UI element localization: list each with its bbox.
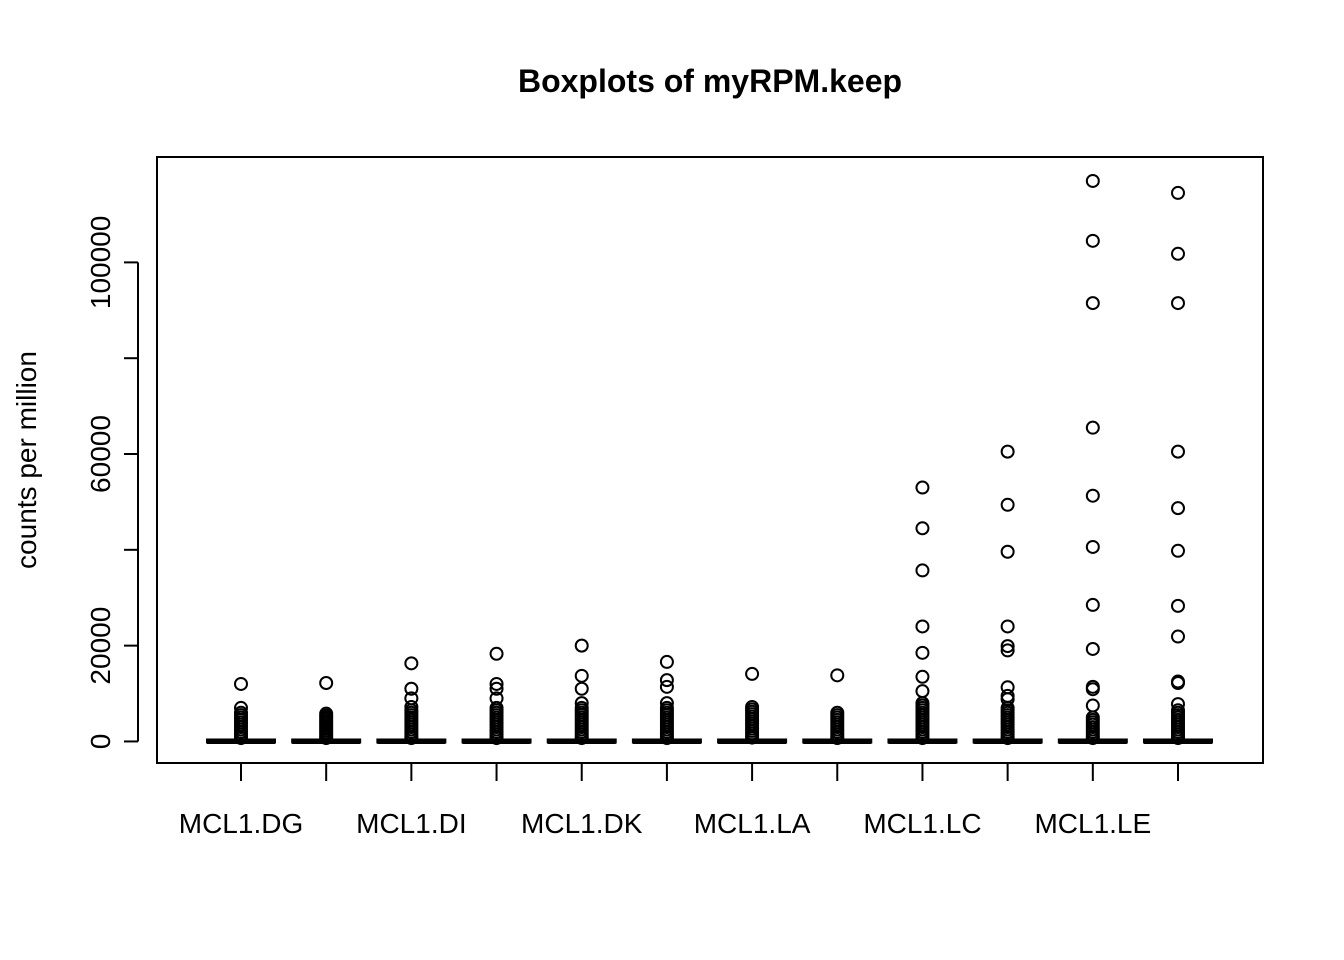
box-group [206,676,276,746]
box-group [717,666,788,745]
outlier-point [1085,731,1100,746]
outlier-point [1171,731,1185,746]
outlier-point [1171,675,1185,690]
outlier-point [1171,598,1185,613]
y-tick-label: 60000 [85,415,116,493]
box-group [461,646,532,746]
outlier-point [1000,497,1015,512]
outlier-point [1000,444,1015,459]
outlier-point [404,731,419,746]
outlier-point [1085,539,1100,554]
outlier-point [1000,619,1015,634]
outlier-point [1085,488,1100,503]
outlier-point [1171,501,1185,516]
x-tick-label: MCL1.LE [1034,808,1151,839]
box-group [1057,173,1128,746]
y-axis: 0 20000 60000 100000 [85,216,139,750]
outlier-point [1085,698,1100,713]
outlier-point [404,656,419,671]
outlier-point [915,563,930,578]
outlier-point [1000,731,1015,746]
outlier-point [489,681,504,696]
box-group [631,654,702,746]
outlier-point [1171,296,1185,311]
outlier-point [915,480,930,495]
outlier-point [1171,185,1185,200]
outlier-point [1085,173,1100,188]
y-tick-label: 0 [85,734,116,750]
outlier-point [745,730,760,745]
outlier-point [1000,544,1015,559]
outlier-point [659,679,674,694]
outlier-point [234,731,248,746]
outlier-point [659,654,674,669]
box-group [972,444,1043,746]
outlier-point [659,731,674,746]
outlier-point [830,731,845,746]
x-tick-label: MCL1.DG [179,808,303,839]
outlier-point [659,673,674,688]
x-tick-label: MCL1.DI [356,808,466,839]
y-tick-label: 100000 [85,216,116,309]
outlier-point [1000,639,1015,654]
outlier-point [1171,629,1185,644]
outlier-point [489,646,504,661]
x-axis: MCL1.DG MCL1.DI MCL1.DK MCL1.LA MCL1.LC MCL1.… [179,763,1179,839]
x-tick-label: MCL1.LA [694,808,811,839]
outlier-point [574,731,589,746]
outlier-point [319,731,334,746]
outlier-point [915,731,930,746]
chart-title: Boxplots of myRPM.keep [518,63,902,99]
outlier-point [915,619,930,634]
outlier-point [574,668,589,683]
outlier-point [915,669,930,684]
outlier-point [745,666,760,681]
outlier-point [915,521,930,536]
outlier-point [1085,641,1100,656]
box-group [376,656,447,746]
y-axis-label: counts per million [11,351,42,569]
outlier-point [574,638,589,653]
box-group [1143,185,1213,746]
outlier-point [915,684,930,699]
y-tick-label: 20000 [85,607,116,685]
outlier-point [830,668,845,683]
outlier-point [489,676,504,691]
outlier-point [1171,246,1185,261]
outlier-point [1085,420,1100,435]
x-tick-label: MCL1.DK [521,808,643,839]
box-group [546,638,617,746]
boxes [206,173,1213,746]
outlier-point [1085,296,1100,311]
box-group [887,480,958,746]
x-tick-label: MCL1.LC [863,808,981,839]
outlier-point [489,731,504,746]
outlier-point [234,676,248,691]
box-group [802,668,873,746]
outlier-point [915,645,930,660]
outlier-point [319,675,334,690]
plot-frame [156,156,1264,764]
outlier-point [1000,643,1015,658]
outlier-point [574,681,589,696]
outlier-point [1085,597,1100,612]
outlier-point [1171,543,1185,558]
outlier-point [1085,682,1100,697]
box-group [291,675,362,746]
outlier-point [1085,233,1100,248]
outlier-point [1171,444,1185,459]
outlier-point [404,681,419,696]
